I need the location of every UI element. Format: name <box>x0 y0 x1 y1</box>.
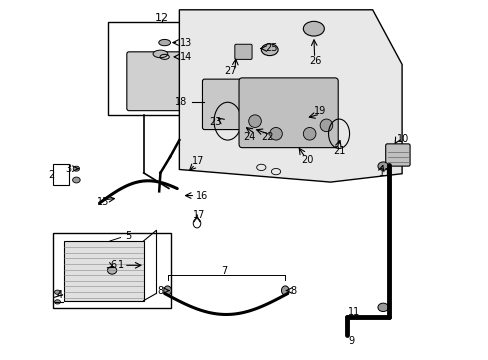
FancyBboxPatch shape <box>202 79 244 130</box>
Ellipse shape <box>73 166 80 171</box>
Bar <box>53 163 69 185</box>
Ellipse shape <box>281 286 288 295</box>
Ellipse shape <box>107 266 117 274</box>
Text: 9: 9 <box>347 336 354 346</box>
Text: 17: 17 <box>192 210 205 220</box>
Ellipse shape <box>303 21 324 36</box>
Circle shape <box>269 127 282 140</box>
Text: 2: 2 <box>48 170 54 180</box>
Text: 20: 20 <box>301 155 313 165</box>
Text: 15: 15 <box>97 197 110 207</box>
Text: 23: 23 <box>209 117 222 127</box>
Bar <box>108 22 217 115</box>
Text: 27: 27 <box>224 66 237 76</box>
Ellipse shape <box>377 303 387 311</box>
Text: 18: 18 <box>175 97 187 107</box>
Text: 19: 19 <box>313 105 325 116</box>
FancyBboxPatch shape <box>239 78 338 148</box>
Ellipse shape <box>377 162 387 170</box>
Ellipse shape <box>261 44 278 55</box>
Polygon shape <box>179 10 401 182</box>
Text: 21: 21 <box>332 145 345 156</box>
Text: 5: 5 <box>124 231 131 241</box>
Ellipse shape <box>55 290 61 294</box>
Bar <box>63 241 143 301</box>
Text: 6: 6 <box>110 260 116 270</box>
Text: 8: 8 <box>290 285 296 296</box>
Text: 25: 25 <box>265 44 278 53</box>
Text: 16: 16 <box>196 190 208 201</box>
Text: 4: 4 <box>57 290 62 300</box>
Circle shape <box>248 115 261 127</box>
Circle shape <box>303 127 315 140</box>
FancyBboxPatch shape <box>126 52 194 111</box>
Text: 13: 13 <box>180 37 192 48</box>
Text: 3: 3 <box>65 164 71 174</box>
Text: 8: 8 <box>157 285 163 296</box>
Ellipse shape <box>163 286 171 295</box>
Text: 7: 7 <box>221 266 227 276</box>
Ellipse shape <box>159 40 170 46</box>
Circle shape <box>320 119 332 132</box>
Text: 17: 17 <box>192 156 204 166</box>
Ellipse shape <box>153 50 167 58</box>
Text: 11: 11 <box>347 307 360 316</box>
Ellipse shape <box>55 300 61 304</box>
Text: 10: 10 <box>396 134 408 144</box>
FancyBboxPatch shape <box>385 144 409 166</box>
Text: 14: 14 <box>180 52 192 62</box>
Ellipse shape <box>72 177 80 183</box>
Text: 12: 12 <box>155 13 169 23</box>
Text: 24: 24 <box>243 132 255 142</box>
Text: 26: 26 <box>308 56 321 66</box>
Bar <box>53 233 171 308</box>
Text: 1: 1 <box>118 260 124 270</box>
Text: 11: 11 <box>378 168 390 178</box>
Text: 22: 22 <box>261 132 273 142</box>
FancyBboxPatch shape <box>234 44 251 59</box>
